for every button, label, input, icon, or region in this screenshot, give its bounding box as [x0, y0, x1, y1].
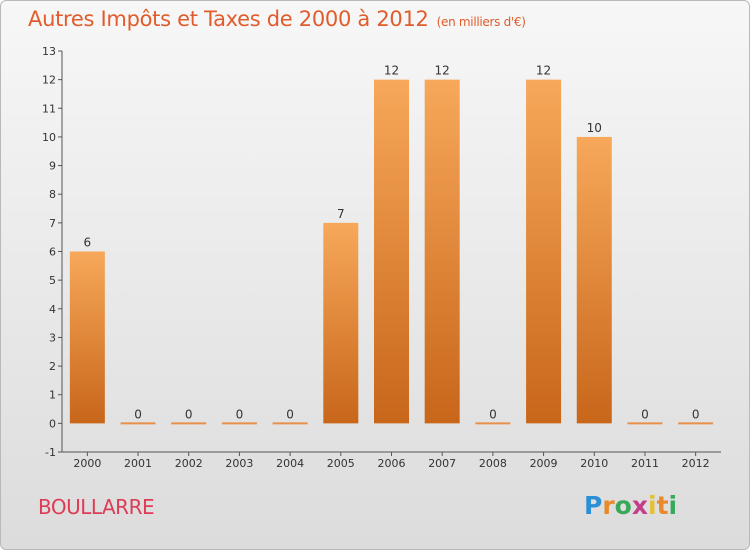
- data-label: 6: [84, 236, 92, 250]
- x-tick-label: 2001: [124, 457, 152, 470]
- x-tick-label: 2004: [276, 457, 304, 470]
- y-tick-label: 0: [49, 417, 56, 430]
- data-label: 12: [536, 64, 551, 78]
- y-tick-label: 4: [49, 303, 56, 316]
- x-tick-label: 2000: [73, 457, 101, 470]
- y-tick-label: 9: [49, 160, 56, 173]
- chart-title: Autres Impôts et Taxes de 2000 à 2012 (en…: [28, 7, 526, 31]
- y-tick-label: 12: [42, 74, 56, 87]
- x-tick-label: 2012: [682, 457, 710, 470]
- bar: [576, 136, 612, 424]
- x-tick-label: 2006: [378, 457, 406, 470]
- y-tick-label: 5: [49, 274, 56, 287]
- data-label: 0: [692, 407, 700, 421]
- bar: [120, 422, 156, 425]
- bar: [69, 251, 105, 424]
- data-label: 0: [489, 407, 497, 421]
- bar: [526, 79, 562, 424]
- x-tick-label: 2009: [530, 457, 558, 470]
- data-label: 10: [587, 121, 602, 135]
- data-label: 7: [337, 207, 345, 221]
- x-tick-label: 2011: [631, 457, 659, 470]
- data-label: 0: [185, 407, 193, 421]
- x-tick-label: 2003: [225, 457, 253, 470]
- data-label: 12: [384, 64, 399, 78]
- bar: [374, 79, 409, 424]
- x-tick-label: 2002: [175, 457, 203, 470]
- chart-unit: (en milliers d'€): [436, 15, 526, 29]
- bar: [475, 422, 511, 425]
- chart-title-text: Autres Impôts et Taxes de 2000 à 2012: [28, 7, 429, 31]
- y-tick-label: 13: [42, 45, 56, 58]
- y-tick-label: 7: [49, 217, 56, 230]
- y-tick-label: 10: [42, 131, 56, 144]
- y-tick-label: 1: [49, 389, 56, 402]
- x-tick-label: 2005: [327, 457, 355, 470]
- y-tick-label: 11: [42, 102, 56, 115]
- data-label: 0: [134, 407, 142, 421]
- commune-name: BOULLARRE: [38, 495, 155, 519]
- data-label: 0: [641, 407, 649, 421]
- data-label: 0: [286, 407, 294, 421]
- bar: [424, 79, 460, 424]
- bar: [323, 222, 359, 424]
- data-label: 0: [236, 407, 244, 421]
- y-tick-label: -1: [45, 446, 56, 459]
- data-label: 12: [435, 64, 450, 78]
- x-tick-label: 2010: [580, 457, 608, 470]
- y-tick-label: 3: [49, 331, 56, 344]
- x-tick-label: 2008: [479, 457, 507, 470]
- y-tick-label: 6: [49, 246, 56, 259]
- bar: [171, 422, 207, 425]
- bar: [678, 422, 714, 425]
- bar: [272, 422, 308, 425]
- proxiti-logo: Proxiti: [584, 491, 678, 520]
- y-tick-label: 8: [49, 188, 56, 201]
- bar: [221, 422, 257, 425]
- bar: [627, 422, 663, 425]
- y-tick-label: 2: [49, 360, 56, 373]
- x-tick-label: 2007: [428, 457, 456, 470]
